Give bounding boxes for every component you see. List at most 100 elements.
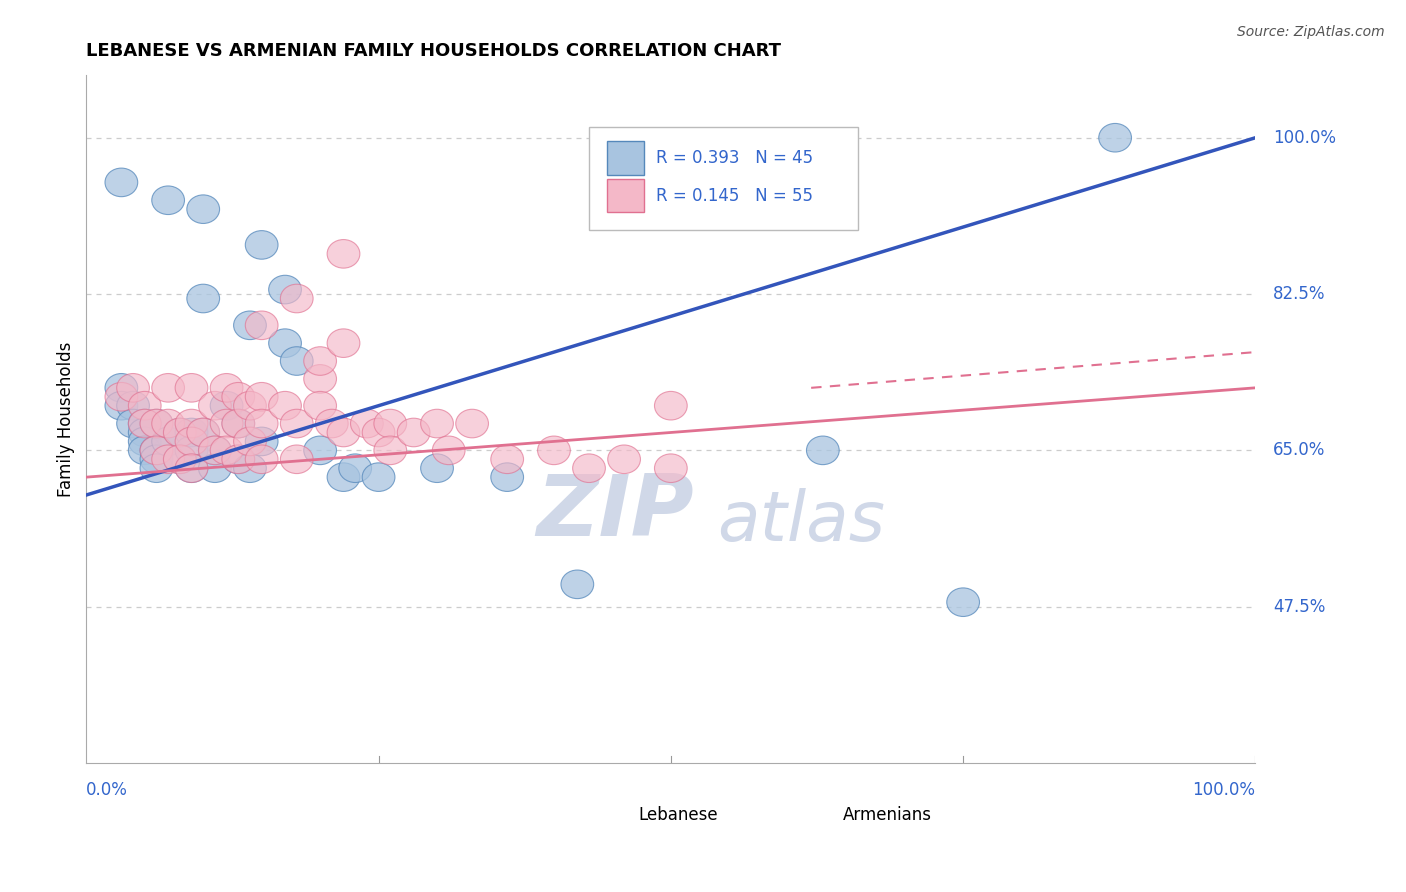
- Ellipse shape: [222, 445, 254, 474]
- Ellipse shape: [187, 194, 219, 224]
- Ellipse shape: [128, 436, 162, 465]
- Ellipse shape: [233, 454, 266, 483]
- Ellipse shape: [105, 392, 138, 420]
- Ellipse shape: [128, 409, 162, 438]
- Ellipse shape: [152, 186, 184, 215]
- Ellipse shape: [117, 409, 149, 438]
- Ellipse shape: [128, 409, 162, 438]
- Ellipse shape: [141, 436, 173, 465]
- Ellipse shape: [280, 347, 314, 376]
- Text: Lebanese: Lebanese: [638, 805, 717, 823]
- Ellipse shape: [245, 427, 278, 456]
- Ellipse shape: [420, 409, 453, 438]
- Ellipse shape: [176, 374, 208, 402]
- Ellipse shape: [491, 445, 523, 474]
- Ellipse shape: [141, 454, 173, 483]
- Ellipse shape: [245, 311, 278, 340]
- Ellipse shape: [176, 427, 208, 456]
- Text: 65.0%: 65.0%: [1272, 442, 1326, 459]
- Ellipse shape: [561, 570, 593, 599]
- Ellipse shape: [280, 285, 314, 313]
- Text: atlas: atlas: [717, 488, 886, 556]
- Ellipse shape: [187, 418, 219, 447]
- Ellipse shape: [141, 436, 173, 465]
- Ellipse shape: [198, 436, 231, 465]
- Ellipse shape: [128, 427, 162, 456]
- Ellipse shape: [572, 454, 606, 483]
- FancyBboxPatch shape: [589, 127, 858, 230]
- Ellipse shape: [163, 418, 197, 447]
- Ellipse shape: [315, 409, 349, 438]
- Ellipse shape: [187, 285, 219, 313]
- Text: Source: ZipAtlas.com: Source: ZipAtlas.com: [1237, 25, 1385, 39]
- Ellipse shape: [654, 392, 688, 420]
- Ellipse shape: [176, 409, 208, 438]
- Ellipse shape: [269, 392, 301, 420]
- Ellipse shape: [304, 365, 336, 393]
- Ellipse shape: [1098, 123, 1132, 152]
- Text: 47.5%: 47.5%: [1272, 598, 1326, 615]
- Ellipse shape: [211, 409, 243, 438]
- Ellipse shape: [176, 454, 208, 483]
- Ellipse shape: [233, 392, 266, 420]
- Ellipse shape: [117, 374, 149, 402]
- Ellipse shape: [304, 347, 336, 376]
- Text: R = 0.145   N = 55: R = 0.145 N = 55: [655, 186, 813, 204]
- Ellipse shape: [280, 445, 314, 474]
- Ellipse shape: [141, 409, 173, 438]
- Ellipse shape: [163, 418, 197, 447]
- Ellipse shape: [269, 329, 301, 358]
- Ellipse shape: [176, 454, 208, 483]
- Ellipse shape: [198, 454, 231, 483]
- Ellipse shape: [128, 418, 162, 447]
- Text: 82.5%: 82.5%: [1272, 285, 1326, 303]
- Ellipse shape: [328, 463, 360, 491]
- Ellipse shape: [222, 445, 254, 474]
- Ellipse shape: [198, 392, 231, 420]
- Ellipse shape: [105, 383, 138, 411]
- Ellipse shape: [211, 436, 243, 465]
- Ellipse shape: [152, 374, 184, 402]
- Ellipse shape: [163, 445, 197, 474]
- Ellipse shape: [222, 409, 254, 438]
- Ellipse shape: [807, 436, 839, 465]
- Ellipse shape: [363, 463, 395, 491]
- Ellipse shape: [245, 409, 278, 438]
- Ellipse shape: [245, 445, 278, 474]
- Ellipse shape: [269, 276, 301, 304]
- Ellipse shape: [198, 436, 231, 465]
- Ellipse shape: [339, 454, 371, 483]
- Ellipse shape: [211, 392, 243, 420]
- Ellipse shape: [328, 329, 360, 358]
- Ellipse shape: [245, 231, 278, 260]
- FancyBboxPatch shape: [606, 141, 644, 175]
- Ellipse shape: [152, 445, 184, 474]
- Ellipse shape: [491, 463, 523, 491]
- Text: LEBANESE VS ARMENIAN FAMILY HOUSEHOLDS CORRELATION CHART: LEBANESE VS ARMENIAN FAMILY HOUSEHOLDS C…: [86, 42, 782, 60]
- Ellipse shape: [420, 454, 453, 483]
- Ellipse shape: [117, 392, 149, 420]
- Ellipse shape: [141, 445, 173, 474]
- Ellipse shape: [607, 445, 641, 474]
- Ellipse shape: [654, 454, 688, 483]
- Ellipse shape: [537, 436, 571, 465]
- Ellipse shape: [105, 168, 138, 196]
- Text: ZIP: ZIP: [537, 471, 695, 554]
- Text: 100.0%: 100.0%: [1272, 128, 1336, 146]
- Ellipse shape: [328, 240, 360, 268]
- Ellipse shape: [152, 427, 184, 456]
- FancyBboxPatch shape: [586, 800, 628, 829]
- Ellipse shape: [304, 392, 336, 420]
- FancyBboxPatch shape: [792, 800, 834, 829]
- Ellipse shape: [946, 588, 980, 616]
- Ellipse shape: [433, 436, 465, 465]
- Ellipse shape: [163, 445, 197, 474]
- Ellipse shape: [105, 374, 138, 402]
- Ellipse shape: [187, 418, 219, 447]
- Ellipse shape: [211, 374, 243, 402]
- Ellipse shape: [456, 409, 488, 438]
- Ellipse shape: [233, 427, 266, 456]
- Ellipse shape: [222, 409, 254, 438]
- FancyBboxPatch shape: [606, 178, 644, 212]
- Ellipse shape: [176, 436, 208, 465]
